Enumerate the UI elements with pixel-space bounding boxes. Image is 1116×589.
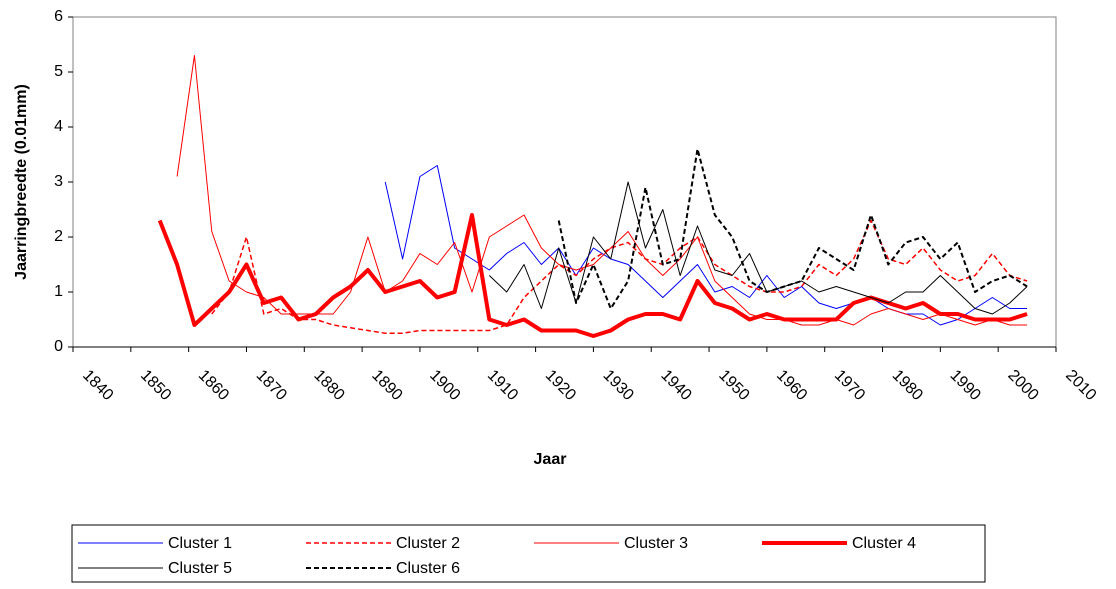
legend-label: Cluster 3 [624, 535, 688, 552]
x-axis-label: Jaar [534, 451, 567, 468]
legend-label: Cluster 6 [396, 560, 460, 577]
y-axis-label: Jaarringbreedte (0.01mm) [13, 84, 30, 280]
x-tick-label: 1980 [889, 367, 926, 404]
series-line [384, 165, 1028, 326]
x-tick-label: 1850 [137, 367, 174, 404]
y-tick-label: 2 [54, 228, 63, 245]
y-tick-label: 3 [54, 173, 63, 190]
legend-label: Cluster 1 [168, 535, 232, 552]
series-line [157, 213, 1028, 338]
x-tick-label: 1860 [195, 367, 232, 404]
x-tick-label: 1930 [600, 367, 637, 404]
y-tick-label: 5 [54, 63, 63, 80]
x-tick-label: 1960 [773, 367, 810, 404]
x-tick-label: 1870 [253, 367, 290, 404]
x-tick-label: 1900 [426, 367, 463, 404]
y-tick-label: 0 [54, 338, 63, 355]
legend-label: Cluster 2 [396, 535, 460, 552]
x-tick-label: 1920 [542, 367, 579, 404]
x-tick-label: 1910 [484, 367, 521, 404]
x-tick-label: 1970 [831, 367, 868, 404]
legend-label: Cluster 4 [852, 535, 916, 552]
x-tick-label: 1890 [368, 367, 405, 404]
series-line [211, 219, 1028, 334]
y-tick-label: 6 [54, 8, 63, 25]
legend-label: Cluster 5 [168, 560, 232, 577]
x-tick-label: 1840 [79, 367, 116, 404]
x-tick-label: 1950 [715, 367, 752, 404]
y-tick-label: 4 [54, 118, 63, 135]
x-tick-label: 1940 [657, 367, 694, 404]
y-tick-label: 1 [54, 283, 63, 300]
series-line [488, 181, 1028, 315]
x-tick-label: 2000 [1004, 367, 1041, 404]
legend-box [71, 524, 986, 583]
x-tick-label: 1990 [947, 367, 984, 404]
series-line [557, 148, 1028, 310]
x-tick-label: 2010 [1062, 367, 1099, 404]
x-tick-label: 1880 [310, 367, 347, 404]
